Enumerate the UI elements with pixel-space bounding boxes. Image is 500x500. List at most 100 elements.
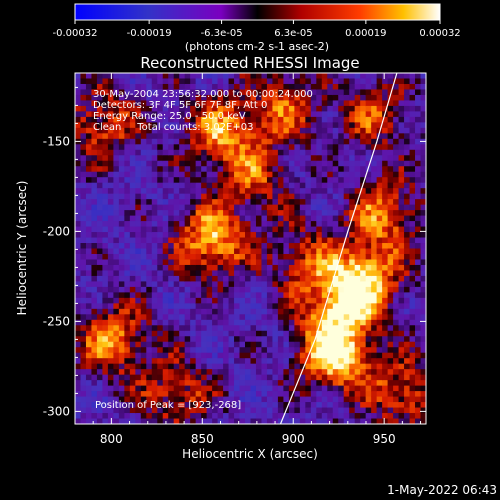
heatmap-cell <box>75 385 82 392</box>
heatmap-cell <box>118 100 125 107</box>
heatmap-cell <box>310 204 317 211</box>
heatmap-cell <box>228 171 235 178</box>
heatmap-cell <box>382 193 389 200</box>
heatmap-cell <box>261 199 268 206</box>
heatmap-cell <box>365 396 372 403</box>
heatmap-cell <box>343 133 350 140</box>
heatmap-cell <box>299 210 306 217</box>
heatmap-cell <box>239 73 246 80</box>
heatmap-cell <box>393 308 400 315</box>
heatmap-cell <box>365 297 372 304</box>
heatmap-cell <box>179 116 186 123</box>
heatmap-cell <box>277 215 284 222</box>
heatmap-cell <box>212 78 219 85</box>
heatmap-cell <box>162 226 169 233</box>
heatmap-cell <box>96 111 104 118</box>
heatmap-cell <box>420 248 426 255</box>
heatmap-cell <box>310 347 317 354</box>
heatmap-cell <box>124 127 131 134</box>
heatmap-cell <box>223 188 230 195</box>
heatmap-cell <box>360 105 367 112</box>
heatmap-cell <box>255 73 263 80</box>
heatmap-cell <box>398 94 405 102</box>
heatmap-cell <box>277 319 284 326</box>
heatmap-cell <box>343 182 350 189</box>
heatmap-cell <box>212 352 219 359</box>
heatmap-cell <box>239 133 246 140</box>
heatmap-cell <box>360 319 367 326</box>
heatmap-cell <box>332 133 339 140</box>
heatmap-cell <box>321 308 328 315</box>
heatmap-cell <box>382 402 389 409</box>
heatmap-cell <box>157 199 164 206</box>
heatmap-cell <box>266 133 274 140</box>
heatmap-cell <box>173 100 180 107</box>
heatmap-cell <box>179 264 186 272</box>
heatmap-cell <box>96 193 104 200</box>
heatmap-cell <box>387 149 394 156</box>
heatmap-cell <box>415 347 422 354</box>
heatmap-cell <box>217 199 224 206</box>
heatmap-cell <box>190 286 197 293</box>
heatmap-cell <box>228 144 235 151</box>
heatmap-cell <box>179 413 186 420</box>
heatmap-cell <box>332 275 339 282</box>
heatmap-cell <box>305 204 312 211</box>
heatmap-cell <box>102 100 109 107</box>
heatmap-cell <box>305 111 312 118</box>
heatmap-cell <box>338 286 345 293</box>
heatmap-cell <box>102 155 109 162</box>
heatmap-cell <box>387 122 394 129</box>
heatmap-cell <box>420 380 426 387</box>
heatmap-cell <box>184 127 191 134</box>
heatmap-cell <box>327 94 334 102</box>
heatmap-cell <box>206 94 213 102</box>
heatmap-cell <box>75 259 82 266</box>
heatmap-cell <box>316 171 323 178</box>
heatmap-cell <box>223 396 230 403</box>
heatmap-cell <box>371 166 378 173</box>
heatmap-cell <box>107 149 114 156</box>
heatmap-cell <box>420 325 426 332</box>
heatmap-cell <box>409 308 416 315</box>
heatmap-cell <box>261 144 268 151</box>
heatmap-cell <box>96 83 104 91</box>
heatmap-cell <box>228 226 235 233</box>
heatmap-cell <box>376 363 383 370</box>
heatmap-cell <box>393 363 400 370</box>
heatmap-cell <box>173 166 180 173</box>
heatmap-cell <box>245 336 252 343</box>
heatmap-cell <box>91 275 98 282</box>
heatmap-cell <box>321 100 328 107</box>
heatmap-cell <box>173 374 180 381</box>
heatmap-cell <box>310 138 317 145</box>
heatmap-cell <box>332 73 339 80</box>
heatmap-cell <box>179 127 186 134</box>
heatmap-cell <box>294 199 301 206</box>
heatmap-cell <box>146 325 153 332</box>
heatmap-cell <box>382 363 389 370</box>
heatmap-cell <box>195 171 202 178</box>
heatmap-cell <box>321 237 328 244</box>
heatmap-cell <box>365 369 372 376</box>
heatmap-cell <box>102 111 109 118</box>
heatmap-cell <box>206 133 213 140</box>
heatmap-cell <box>151 264 158 272</box>
heatmap-cell <box>118 281 125 288</box>
heatmap-cell <box>80 188 87 195</box>
heatmap-cell <box>80 199 87 206</box>
heatmap-cell <box>316 347 323 354</box>
heatmap-cell <box>250 391 257 398</box>
heatmap-cell <box>415 319 422 326</box>
heatmap-cell <box>113 116 120 123</box>
heatmap-cell <box>321 199 328 206</box>
heatmap-cell <box>332 149 339 156</box>
heatmap-cell <box>96 232 104 239</box>
heatmap-cell <box>157 385 164 392</box>
heatmap-cell <box>228 347 235 354</box>
heatmap-cell <box>129 182 136 189</box>
heatmap-cell <box>140 352 147 359</box>
heatmap-cell <box>420 259 426 266</box>
heatmap-cell <box>85 149 93 156</box>
heatmap-cell <box>305 177 312 184</box>
